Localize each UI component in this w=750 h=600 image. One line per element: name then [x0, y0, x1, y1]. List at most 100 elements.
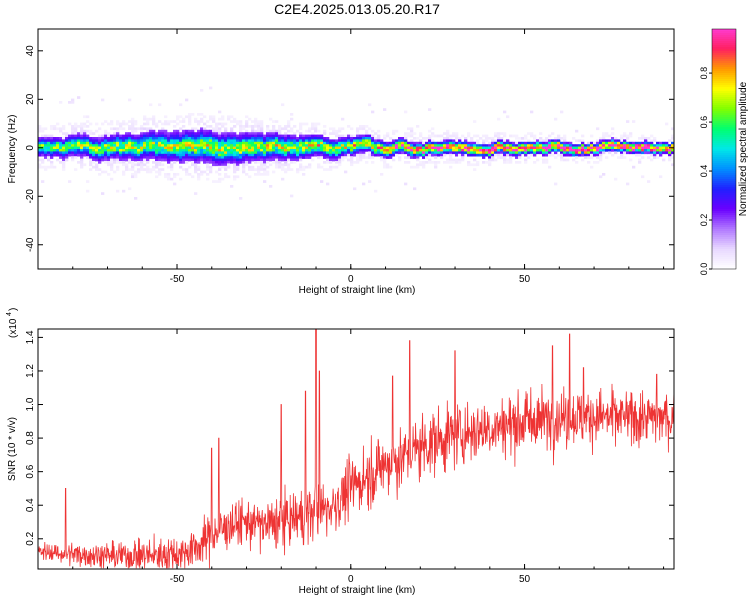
- spectrogram-cell: [83, 153, 87, 157]
- spectrogram-cell: [206, 163, 210, 167]
- spectrogram-cell: [485, 137, 489, 140]
- spectrogram-cell: [221, 158, 225, 162]
- spectrogram-cell: [473, 141, 477, 145]
- spectrogram-cell: [119, 134, 123, 138]
- spectrogram-cell: [197, 175, 201, 179]
- spectrogram-cell: [197, 139, 201, 143]
- spectrogram-cell: [350, 149, 354, 152]
- spectrogram-cell: [239, 141, 243, 145]
- spectrogram-cell: [95, 163, 99, 167]
- spectrogram-cell: [101, 149, 105, 152]
- spectrogram-cell: [182, 168, 186, 171]
- spectrogram-cell: [620, 153, 624, 157]
- spectrogram-cell: [152, 117, 156, 121]
- spectrogram-cell: [131, 117, 135, 121]
- spectrogram-cell: [515, 144, 519, 147]
- spectrogram-cell: [440, 139, 444, 143]
- spectrogram-cell: [242, 151, 246, 155]
- spectrogram-cell: [563, 137, 567, 140]
- spectrogram-cell: [371, 141, 375, 145]
- spectrogram-cell: [533, 149, 537, 152]
- spectrogram-cell: [200, 153, 204, 157]
- spectrogram-cell: [419, 139, 423, 143]
- spectrogram-cell: [47, 144, 51, 147]
- colorbar-segment: [712, 137, 736, 140]
- spectrogram-cell: [50, 151, 54, 155]
- spectrogram-cell: [188, 156, 192, 159]
- spectrogram-cell: [263, 144, 267, 147]
- colorbar-segment: [712, 57, 736, 60]
- spectrogram-cell: [287, 129, 291, 133]
- colorbar-segment: [712, 143, 736, 146]
- spectrogram-cell: [68, 153, 72, 157]
- spectrogram-cell: [194, 192, 198, 195]
- snr-y-tick-label: 1.0: [25, 397, 36, 411]
- spectrogram-cell: [242, 153, 246, 157]
- spectrogram-cell: [98, 137, 102, 140]
- spectrogram-cell: [77, 153, 81, 157]
- spectrogram-cell: [416, 144, 420, 147]
- spectrogram-cell: [305, 149, 309, 152]
- spectrogram-cell: [515, 161, 519, 164]
- spectrogram-cell: [422, 144, 426, 147]
- spectrogram-cell: [122, 161, 126, 164]
- spectrogram-cell: [527, 156, 531, 159]
- spectrogram-cell: [329, 151, 333, 155]
- spectrogram-cell: [350, 161, 354, 164]
- spectrogram-cell: [623, 139, 627, 143]
- spectrogram-cell: [215, 158, 219, 162]
- spectrogram-cell: [176, 173, 180, 176]
- spectrogram-cell: [284, 168, 288, 171]
- spectrogram-cell: [413, 146, 417, 150]
- spectrogram-cell: [302, 168, 306, 171]
- spectrogram-cell: [116, 151, 120, 155]
- spectrogram-cell: [401, 137, 405, 140]
- spectrogram-cell: [368, 153, 372, 157]
- spectrogram-cell: [86, 115, 90, 119]
- spectrogram-cell: [179, 144, 183, 147]
- spectrogram-cell: [227, 144, 231, 147]
- spectrogram-cell: [374, 146, 378, 150]
- colorbar-segment: [712, 169, 736, 172]
- spectrogram-cell: [86, 120, 90, 123]
- spectrogram-cell: [365, 156, 369, 159]
- spectrogram-cell: [320, 165, 324, 169]
- spectrogram-cell: [179, 139, 183, 143]
- spectrogram-cell: [125, 141, 129, 145]
- spectrogram-cell: [251, 127, 255, 131]
- spectrogram-cell: [188, 122, 192, 126]
- spectrogram-cell: [257, 168, 261, 171]
- spectrogram-cell: [182, 149, 186, 152]
- spectrogram-cell: [158, 120, 162, 123]
- spectrogram-cell: [47, 134, 51, 138]
- colorbar-segment: [712, 131, 736, 134]
- snr-y-axis-label: SNR (10 * v/v): [7, 417, 18, 481]
- spectrogram-cell: [575, 146, 579, 150]
- spectrogram-cell: [350, 139, 354, 143]
- spectrogram-cell: [320, 180, 324, 183]
- spectrogram-cell: [458, 158, 462, 162]
- spectrogram-cell: [482, 153, 486, 157]
- spectrogram-cell: [479, 144, 483, 147]
- spectrogram-cell: [491, 141, 495, 145]
- spectrogram-cell: [203, 170, 207, 174]
- spectrogram-cell: [80, 127, 84, 131]
- spectrogram-cell: [488, 161, 492, 164]
- spectrogram-cell: [101, 146, 105, 150]
- spectrogram-cell: [167, 149, 171, 152]
- spectrogram-cell: [530, 151, 534, 155]
- spectrogram-cell: [53, 127, 57, 131]
- spectrogram-cell: [644, 141, 648, 145]
- spectrogram-cell: [176, 156, 180, 159]
- spectrogram-cell: [278, 127, 282, 131]
- spectrogram-cell: [299, 127, 303, 131]
- spectrogram-cell: [518, 149, 522, 152]
- spectrogram-cell: [122, 127, 126, 131]
- spectrogram-cell: [281, 177, 285, 181]
- spectrogram-cell: [236, 168, 240, 171]
- colorbar-segment: [712, 181, 736, 184]
- spectrogram-cell: [434, 146, 438, 150]
- spectrogram-cell: [599, 156, 603, 159]
- spectrogram-cell: [296, 151, 300, 155]
- spectrogram-cell: [404, 182, 408, 186]
